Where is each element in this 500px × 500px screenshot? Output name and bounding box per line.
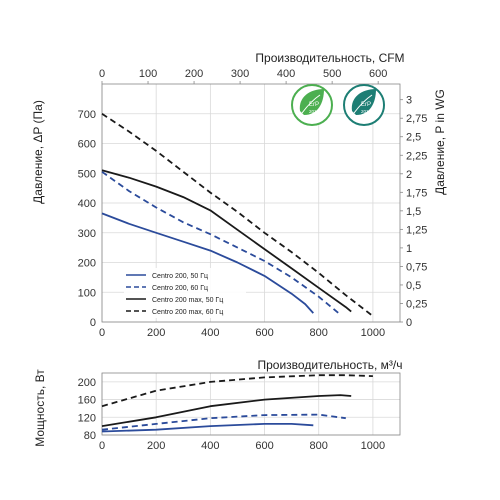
y-tick-label-6: 600 [78,139,96,151]
y-tick-label-4: 400 [78,198,96,210]
top-tick-label-3: 300 [231,68,249,80]
legend-label-series-4: Centro 200 max, 60 Гц [152,309,223,316]
power-chart: 0 200 400 600 800 1000 80 120 160 200 [78,372,401,452]
erp-2018-year: 2018 [361,109,372,114]
y-tick-label-2: 160 [78,395,96,407]
series-line-3 [101,169,352,313]
right-tick-label-5: 1,25 [406,224,427,236]
y-tick-label-3: 200 [78,377,96,389]
top-tick-label-6: 600 [369,68,387,80]
x-tick-label-4: 800 [310,327,328,339]
top-tick-label-0: 0 [99,68,105,80]
right-tick-label-1: 0,25 [406,298,427,310]
x-tick-label-3: 600 [255,440,273,452]
right-tick-label-11: 2,75 [406,113,427,125]
x-tick-label-1: 200 [147,440,165,452]
right-tick-label-4: 1 [406,243,412,255]
legend-label-series-1: Centro 200, 50 Гц [152,273,208,280]
right-tick-label-12: 3 [406,95,412,107]
x-tick-label-0: 0 [99,440,105,452]
y-tick-label-7: 700 [78,109,96,121]
top-axis-title: Производительность, CFM [255,51,404,65]
series-line-4 [101,374,373,408]
series-line-4 [101,113,374,317]
x-tick-label-0: 0 [99,327,105,339]
legend-label-series-2: Centro 200, 60 Гц [152,285,208,292]
top-tick-label-2: 200 [185,68,203,80]
x-tick-label-2: 400 [201,327,219,339]
right-tick-label-3: 0,75 [406,261,427,273]
right-tick-label-7: 1,75 [406,187,427,199]
y-tick-label-2: 200 [78,258,96,270]
right-tick-label-9: 2,25 [406,150,427,162]
y-tick-label-3: 300 [78,228,96,240]
y-tick-label-5: 500 [78,168,96,180]
plot-frame [101,372,401,436]
power-x-axis-title: Производительность, м³/ч [258,358,403,372]
erp-badge-2018: ErP 2018 [343,84,385,126]
y-tick-label-1: 100 [78,287,96,299]
series-line-3 [101,394,352,427]
right-tick-label-10: 2,5 [406,132,421,144]
x-tick-label-1: 200 [147,327,165,339]
erp-badge-2016: ErP 2016 [291,84,333,126]
legend: Centro 200, 50 Гц Centro 200, 60 Гц Cent… [124,268,246,318]
x-tick-label-5: 1000 [361,327,385,339]
power-y-axis-title: Мощность, Вт [33,369,47,447]
plot-frame [101,83,401,323]
x-tick-label-3: 600 [255,327,273,339]
x-tick-label-2: 400 [201,440,219,452]
top-tick-label-4: 400 [277,68,295,80]
erp-2018-text: ErP [361,102,371,108]
right-tick-label-2: 0,5 [406,280,421,292]
y-tick-label-1: 120 [78,412,96,424]
legend-label-series-3: Centro 200 max, 50 Гц [152,297,223,304]
right-tick-label-8: 2 [406,169,412,181]
series-line-2 [101,171,341,316]
x-tick-label-4: 800 [310,440,328,452]
series-line-1 [101,422,314,433]
erp-2016-year: 2016 [309,109,320,114]
erp-2016-text: ErP [309,102,319,108]
x-tick-label-5: 1000 [361,440,385,452]
series-line-1 [101,212,314,314]
right-axis-title: Давление, P in WG [433,89,447,195]
right-tick-label-6: 1,5 [406,206,421,218]
series-line-2 [101,413,346,431]
right-tick-label-0: 0 [406,317,412,329]
top-tick-label-1: 100 [139,68,157,80]
left-axis-title: Давление, ΔP (Па) [31,100,45,204]
y-tick-label-0: 0 [90,317,96,329]
y-tick-label-0: 80 [84,430,96,442]
top-tick-label-5: 500 [323,68,341,80]
